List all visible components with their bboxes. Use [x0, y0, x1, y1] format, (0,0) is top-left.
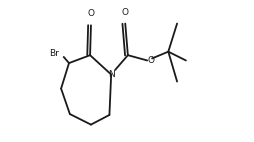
Text: N: N [108, 70, 115, 79]
Text: Br: Br [49, 49, 59, 58]
Text: O: O [147, 56, 154, 65]
Text: O: O [122, 8, 129, 16]
Text: O: O [87, 9, 94, 18]
